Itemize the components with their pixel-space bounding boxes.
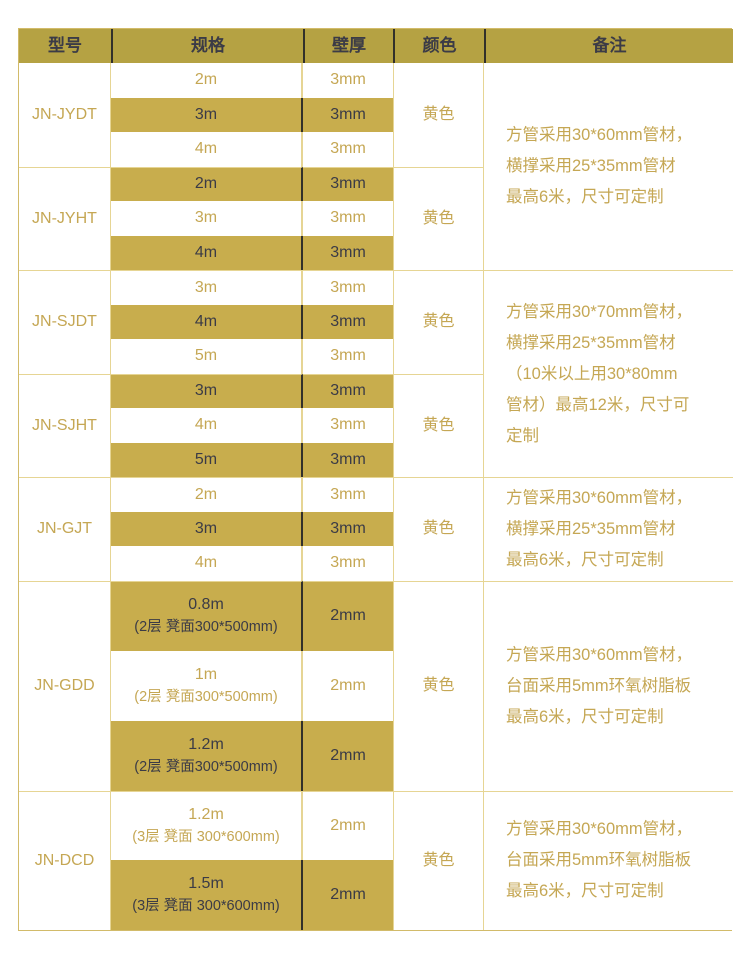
spec-main: 1.2m	[188, 735, 224, 753]
remark-line: 方管采用30*70mm管材，	[506, 302, 693, 321]
spec-cell: 3m	[111, 511, 303, 546]
spec-cell: 0.8m (2层 凳面300*500mm)	[111, 580, 303, 651]
thickness-cell: 2mm	[303, 860, 393, 930]
spec-main: 0.8m	[188, 596, 224, 614]
model-cell: JN-SJDT	[19, 270, 111, 374]
spec-sub: (3层 凳面 300*600mm)	[132, 829, 280, 846]
spec-cell: 4m	[111, 235, 303, 270]
thickness-cell: 2mm	[303, 580, 393, 651]
thickness-cell: 3mm	[303, 477, 393, 512]
remark-line: （10米以上用30*80mm	[506, 364, 678, 383]
remark-line: 方管采用30*60mm管材，	[506, 126, 693, 144]
remark-cell: 方管采用30*60mm管材， 横撑采用25*35mm管材 最高6米，尺寸可定制	[484, 63, 733, 270]
thickness-cell: 3mm	[303, 201, 393, 236]
header-cell-color: 颜色	[393, 29, 484, 63]
spec-cell: 1m (2层 凳面300*500mm)	[111, 650, 303, 721]
spec-cell: 3m	[111, 97, 303, 132]
thickness-cell: 3mm	[303, 63, 393, 98]
thickness-cell: 3mm	[303, 304, 393, 339]
thickness-cell: 3mm	[303, 546, 393, 581]
spec-cell: 5m	[111, 442, 303, 477]
color-cell: 黄色	[393, 373, 484, 477]
remark-line: 定制	[506, 426, 539, 445]
thickness-cell: 3mm	[303, 97, 393, 132]
color-cell: 黄色	[393, 477, 484, 581]
spec-cell: 4m	[111, 304, 303, 339]
thickness-cell: 3mm	[303, 166, 393, 201]
remark-line: 方管采用30*60mm管材，	[506, 645, 693, 664]
remark-line: 管材）最高12米，尺寸可	[506, 395, 690, 414]
thickness-cell: 3mm	[303, 373, 393, 408]
header-cell-remark: 备注	[484, 29, 733, 63]
remark-cell: 方管采用30*60mm管材， 横撑采用25*35mm管材 最高6米，尺寸可定制	[484, 477, 733, 581]
model-cell: JN-JYDT	[19, 63, 111, 167]
color-cell: 黄色	[393, 580, 484, 791]
thickness-cell: 3mm	[303, 442, 393, 477]
spec-sub: (2层 凳面300*500mm)	[134, 758, 278, 775]
model-cell: JN-GDD	[19, 580, 111, 791]
color-cell: 黄色	[393, 63, 484, 167]
thickness-cell: 3mm	[303, 511, 393, 546]
model-cell: JN-SJHT	[19, 373, 111, 477]
model-cell: JN-GJT	[19, 477, 111, 581]
remark-line: 横撑采用25*35mm管材	[506, 157, 676, 175]
remark-line: 台面采用5mm环氧树脂板	[506, 851, 692, 869]
spec-cell: 2m	[111, 477, 303, 512]
remark-line: 方管采用30*60mm管材，	[506, 488, 693, 507]
spec-cell: 5m	[111, 339, 303, 374]
model-cell: JN-DCD	[19, 790, 111, 930]
spec-cell: 2m	[111, 166, 303, 201]
spec-cell: 3m	[111, 373, 303, 408]
color-cell: 黄色	[393, 270, 484, 374]
remark-line: 横撑采用25*35mm管材	[506, 519, 676, 538]
remark-cell: 方管采用30*70mm管材， 横撑采用25*35mm管材 （10米以上用30*8…	[484, 270, 733, 477]
spec-sub: (2层 凳面300*500mm)	[134, 619, 278, 636]
remark-line: 最高6米，尺寸可定制	[506, 188, 664, 206]
remark-line: 最高6米，尺寸可定制	[506, 707, 664, 726]
thickness-cell: 3mm	[303, 408, 393, 443]
spec-main: 1.5m	[188, 875, 224, 893]
remark-line: 方管采用30*60mm管材，	[506, 820, 693, 838]
spec-cell: 1.2m (3层 凳面 300*600mm)	[111, 790, 303, 860]
product-spec-table: 型号 规格 壁厚 颜色 备注 JN-JYDT JN-JYHT JN-SJDT J…	[18, 28, 733, 931]
remark-line: 横撑采用25*35mm管材	[506, 333, 676, 352]
thickness-cell: 3mm	[303, 235, 393, 270]
color-cell: 黄色	[393, 790, 484, 930]
spec-cell: 1.5m (3层 凳面 300*600mm)	[111, 860, 303, 930]
header-cell-thickness: 壁厚	[303, 29, 393, 63]
color-cell: 黄色	[393, 166, 484, 270]
remark-line: 最高6米，尺寸可定制	[506, 550, 664, 569]
spec-main: 1.2m	[188, 806, 224, 824]
thickness-cell: 3mm	[303, 339, 393, 374]
thickness-cell: 2mm	[303, 650, 393, 721]
thickness-cell: 3mm	[303, 132, 393, 167]
model-cell: JN-JYHT	[19, 166, 111, 270]
remark-line: 最高6米，尺寸可定制	[506, 882, 664, 900]
thickness-cell: 3mm	[303, 270, 393, 305]
remark-cell: 方管采用30*60mm管材， 台面采用5mm环氧树脂板 最高6米，尺寸可定制	[484, 580, 733, 791]
spec-cell: 2m	[111, 63, 303, 98]
thickness-cell: 2mm	[303, 790, 393, 860]
header-cell-model: 型号	[19, 29, 111, 63]
spec-cell: 3m	[111, 201, 303, 236]
spec-sub: (3层 凳面 300*600mm)	[132, 898, 280, 915]
spec-sub: (2层 凳面300*500mm)	[134, 688, 278, 705]
spec-cell: 1.2m (2层 凳面300*500mm)	[111, 720, 303, 791]
spec-cell: 3m	[111, 270, 303, 305]
thickness-cell: 2mm	[303, 720, 393, 791]
spec-cell: 4m	[111, 408, 303, 443]
remark-line: 台面采用5mm环氧树脂板	[506, 676, 692, 695]
header-cell-spec: 规格	[111, 29, 303, 63]
spec-main: 1m	[194, 665, 218, 683]
spec-cell: 4m	[111, 132, 303, 167]
spec-cell: 4m	[111, 546, 303, 581]
remark-cell: 方管采用30*60mm管材， 台面采用5mm环氧树脂板 最高6米，尺寸可定制	[484, 790, 733, 930]
